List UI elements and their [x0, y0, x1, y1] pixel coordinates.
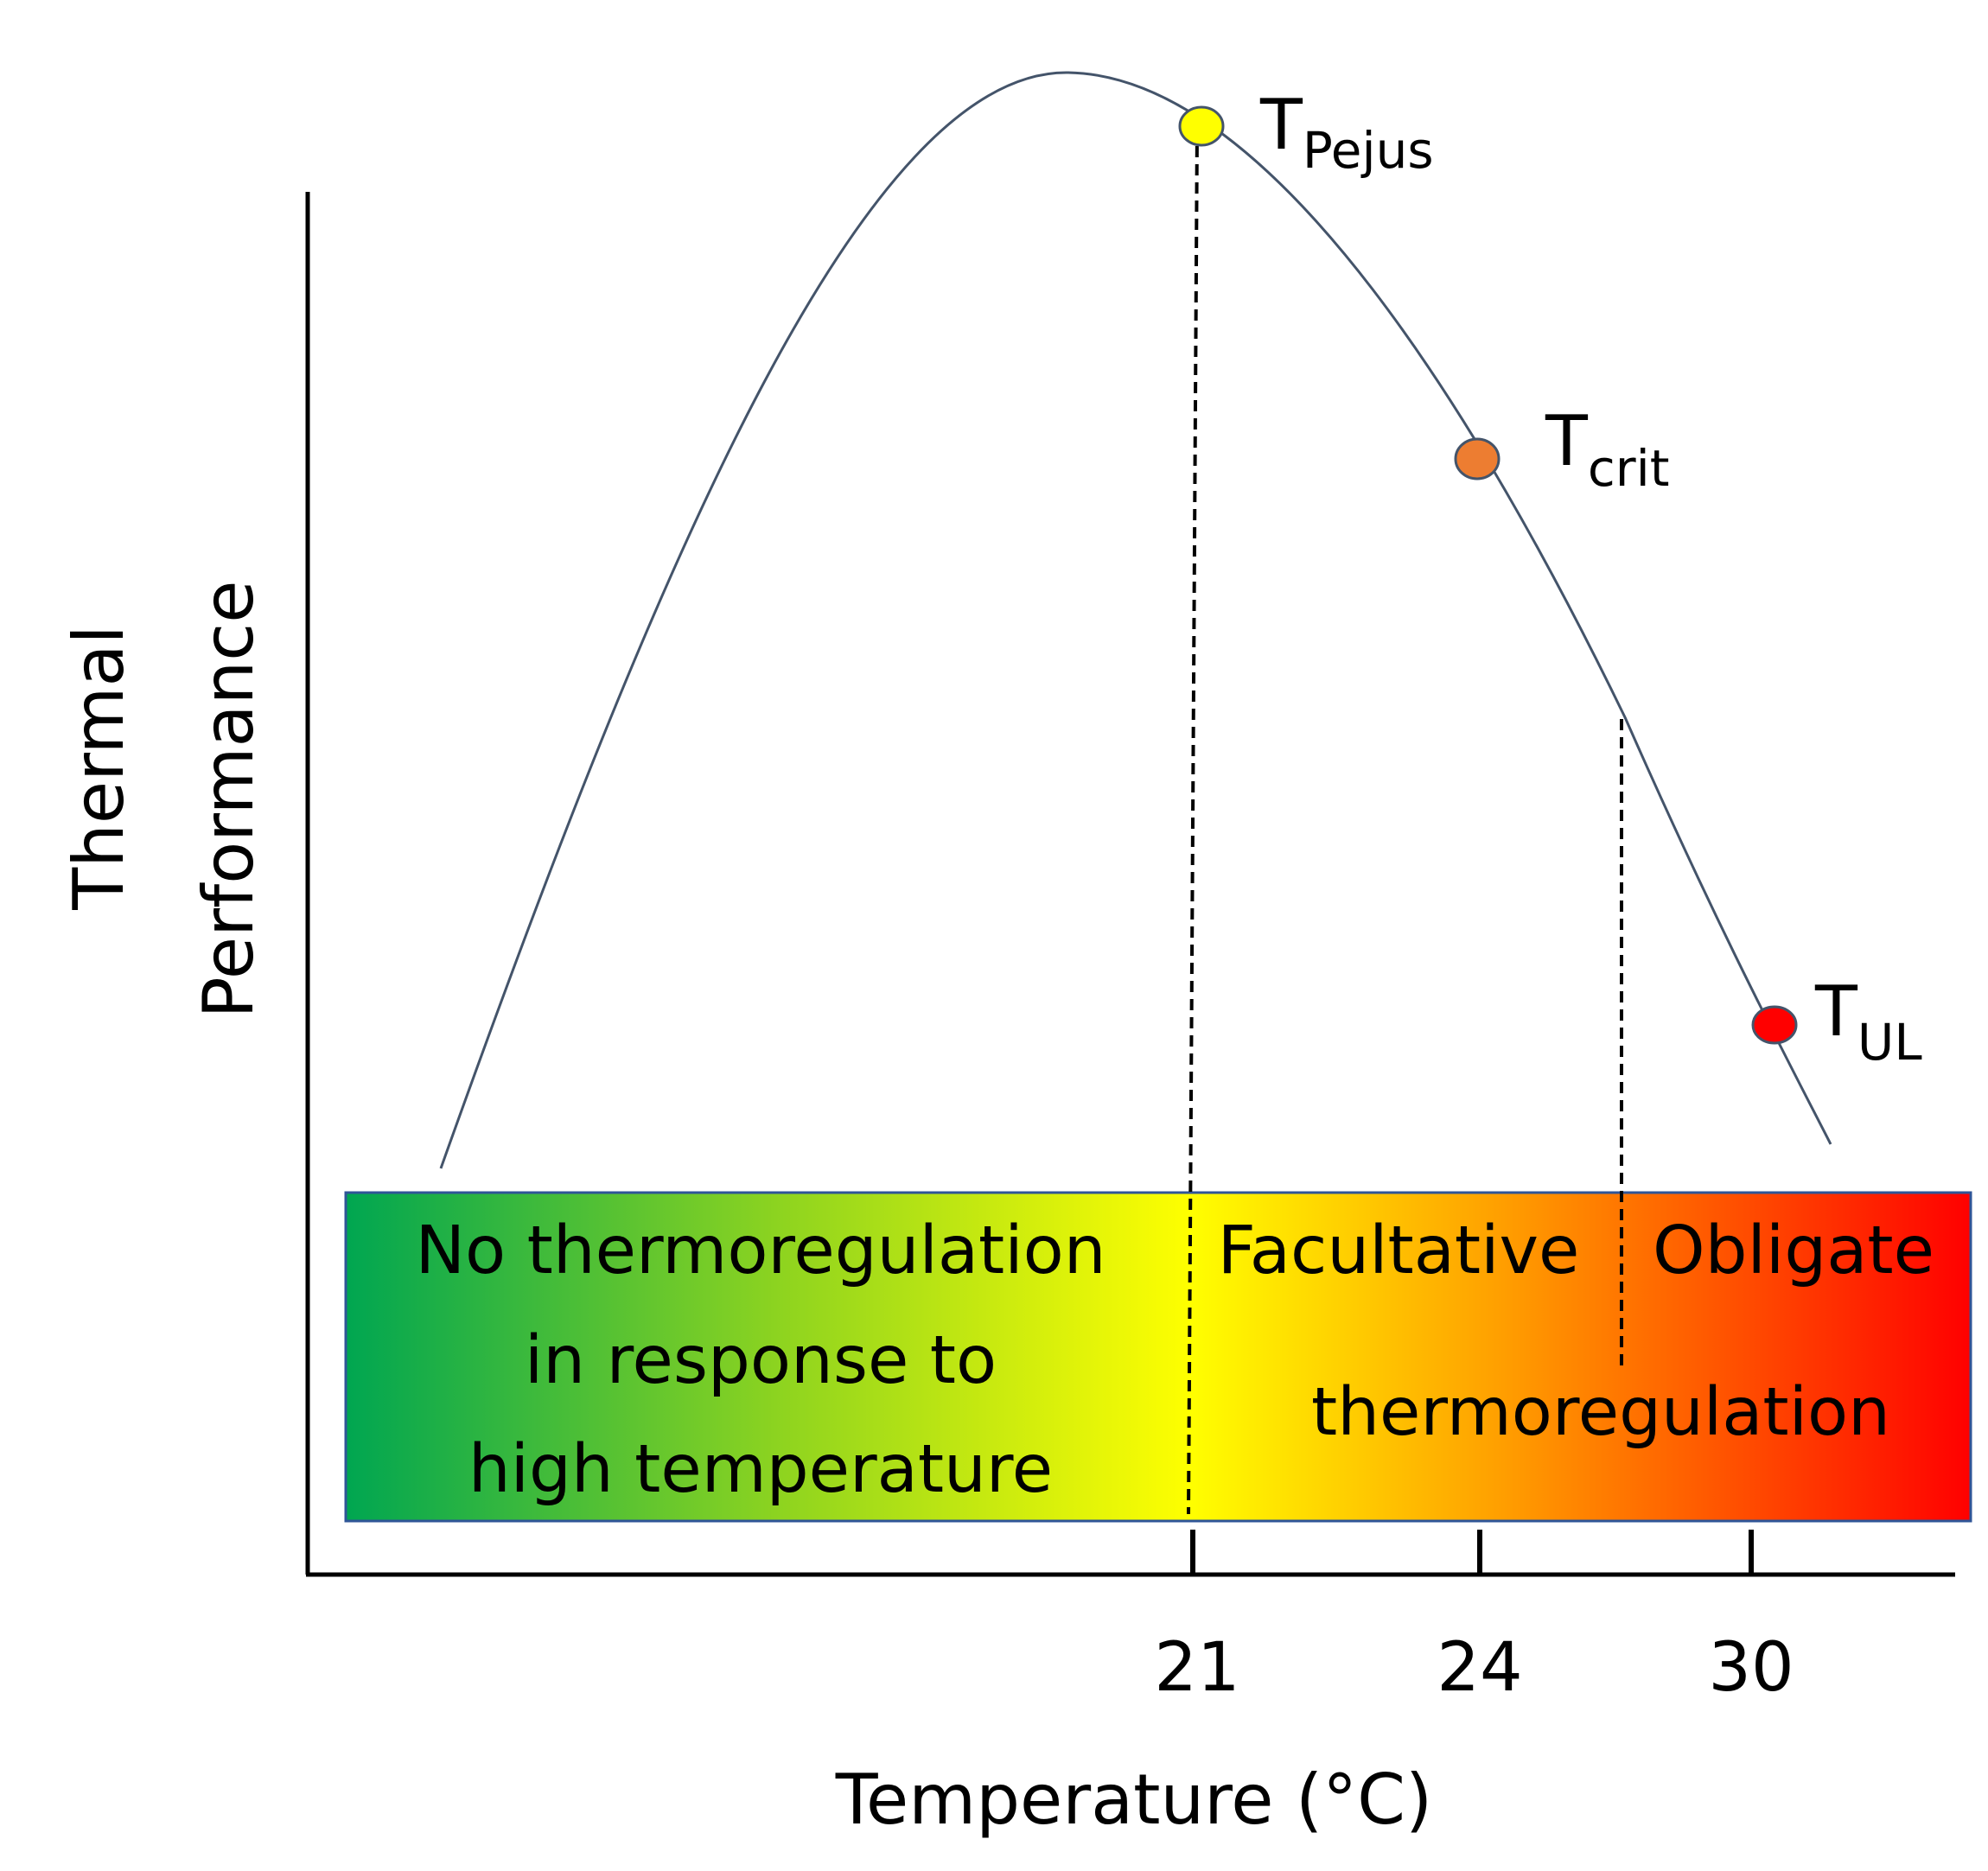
- pejus-threshold-line: [1187, 127, 1199, 1515]
- thermoregulation-zone-band: [344, 1191, 1972, 1523]
- zone-obligate-label: Obligate: [1653, 1212, 1934, 1289]
- y-axis-title-line1: Thermal: [59, 625, 139, 910]
- tick-label-21: 21: [1154, 1629, 1239, 1707]
- x-axis-title: Temperature (°C): [835, 1760, 1432, 1840]
- tick-label-24: 24: [1437, 1629, 1522, 1707]
- t-pejus-label: TPejus: [1259, 85, 1434, 180]
- thermal-performance-curve: [439, 71, 1832, 1169]
- t-ul-label: TUL: [1814, 971, 1922, 1072]
- y-axis-title-line2: Performance: [188, 581, 269, 1019]
- zone-none-line1: No thermoregulation: [415, 1212, 1106, 1289]
- tick-label-30: 30: [1708, 1629, 1794, 1707]
- t-crit-point: [1454, 437, 1501, 480]
- zone-facultative-label: Facultative: [1218, 1212, 1580, 1289]
- t-ul-point: [1751, 1005, 1798, 1045]
- t-pejus-point: [1178, 105, 1225, 147]
- zone-none-line2: in response to: [525, 1322, 997, 1399]
- zone-shared-thermoregulation-label: thermoregulation: [1311, 1374, 1890, 1451]
- t-crit-label: Tcrit: [1545, 401, 1669, 498]
- zone-none-line3: high temperature: [468, 1431, 1053, 1508]
